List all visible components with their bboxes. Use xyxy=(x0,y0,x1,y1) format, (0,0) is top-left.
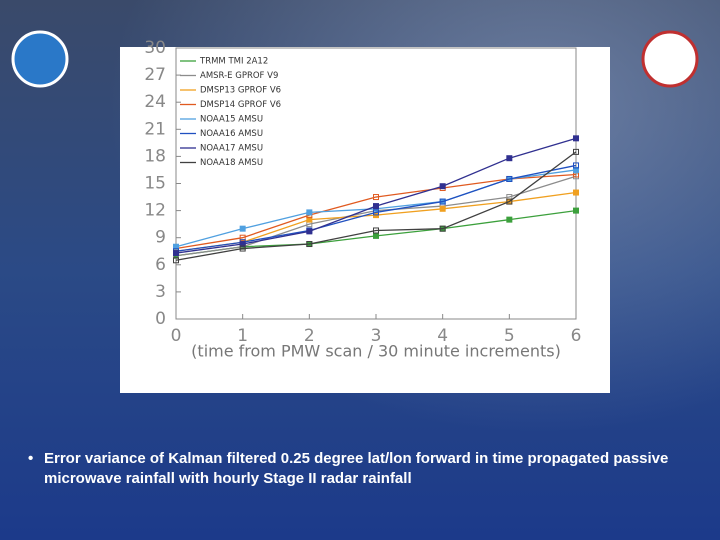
marker xyxy=(373,232,379,239)
marker xyxy=(373,203,379,210)
legend-label: DMSP14 GPROF V6 xyxy=(200,100,281,110)
legend-label: NOAA15 AMSU xyxy=(200,115,263,125)
marker xyxy=(306,209,313,216)
x-tick-label: 1 xyxy=(237,326,248,346)
nws-logo xyxy=(641,30,699,88)
marker xyxy=(573,207,579,214)
marker xyxy=(573,135,579,142)
marker xyxy=(506,216,513,223)
y-tick-label: 6 xyxy=(155,255,166,275)
marker xyxy=(373,194,379,201)
marker xyxy=(439,198,446,205)
marker xyxy=(306,241,313,248)
legend-label: AMSR-E GPROF V9 xyxy=(200,71,278,81)
marker xyxy=(173,257,179,264)
marker xyxy=(439,205,446,212)
x-tick-label: 6 xyxy=(571,326,582,346)
marker xyxy=(373,209,379,216)
y-tick-label: 12 xyxy=(144,201,166,221)
y-tick-label: 24 xyxy=(144,92,166,112)
x-tick-label: 4 xyxy=(437,326,448,346)
marker xyxy=(306,228,313,235)
marker xyxy=(239,225,246,232)
y-tick-label: 27 xyxy=(144,65,166,85)
legend-label: TRMM TMI 2A12 xyxy=(199,57,268,67)
x-tick-label: 3 xyxy=(371,326,382,346)
legend-label: NOAA17 AMSU xyxy=(200,144,263,154)
y-tick-label: 15 xyxy=(144,174,166,194)
marker xyxy=(506,198,513,205)
x-axis-label: (time from PMW scan / 30 minute incremen… xyxy=(191,342,561,361)
marker xyxy=(239,245,246,252)
y-tick-label: 18 xyxy=(144,146,166,166)
y-tick-label: 3 xyxy=(155,282,166,302)
y-tick-label: 21 xyxy=(144,119,166,139)
legend-label: NOAA18 AMSU xyxy=(200,158,263,168)
marker xyxy=(373,227,379,234)
marker xyxy=(573,162,579,169)
legend-label: DMSP13 GPROF V6 xyxy=(200,86,281,96)
marker xyxy=(573,189,579,196)
y-tick-label: 9 xyxy=(155,228,166,248)
legend-label: NOAA16 AMSU xyxy=(200,129,263,139)
bullet-text: Error variance of Kalman filtered 0.25 d… xyxy=(44,450,669,487)
marker xyxy=(439,183,446,190)
x-tick-label: 5 xyxy=(504,326,515,346)
marker xyxy=(439,225,446,232)
y-tick-label: 30 xyxy=(144,38,166,58)
x-tick-label: 0 xyxy=(171,326,182,346)
x-tick-label: 2 xyxy=(304,326,315,346)
noaa-logo xyxy=(11,30,69,88)
marker xyxy=(506,175,513,182)
y-tick-label: 0 xyxy=(155,309,166,329)
bullet-marker: • xyxy=(28,450,34,467)
chart-panel xyxy=(120,47,610,393)
marker xyxy=(506,155,513,162)
series-line xyxy=(175,151,577,261)
marker xyxy=(173,250,179,257)
marker xyxy=(573,148,579,155)
